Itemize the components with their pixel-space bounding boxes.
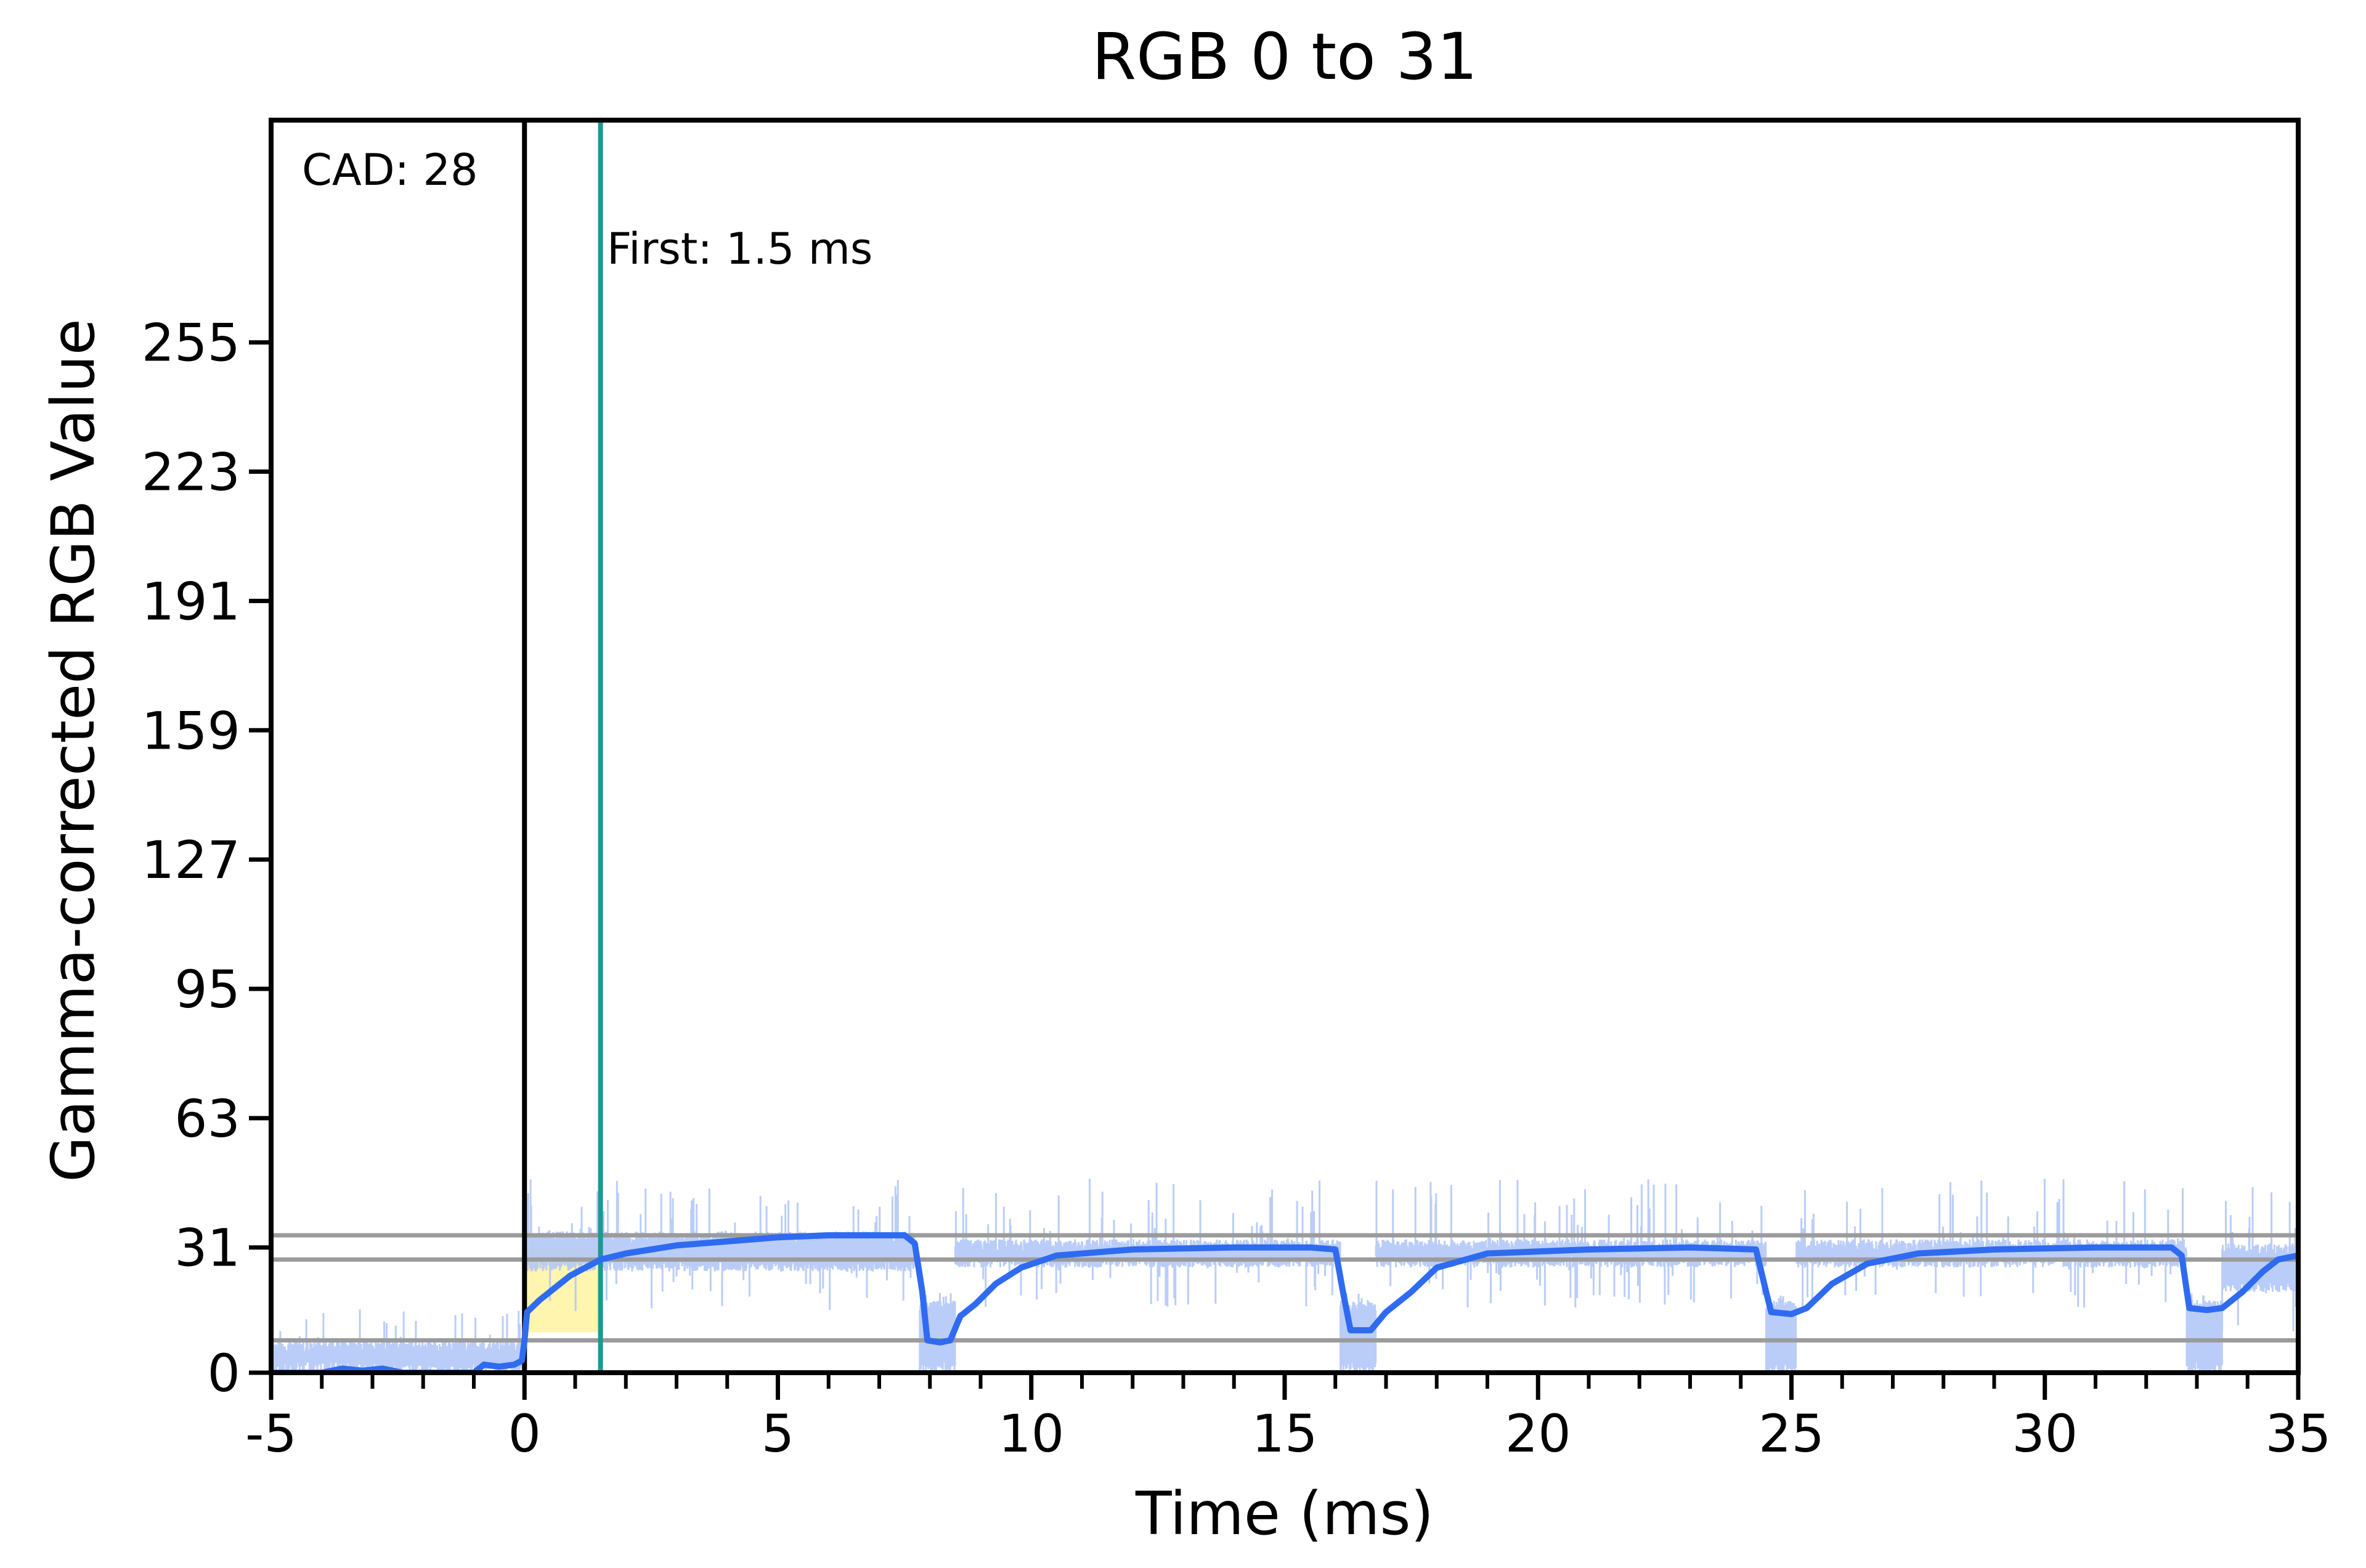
x-tick-label: 5 bbox=[762, 1403, 794, 1464]
y-tick-label: 255 bbox=[142, 313, 240, 373]
x-axis-label: Time (ms) bbox=[1135, 1479, 1434, 1548]
y-tick-label: 0 bbox=[208, 1343, 240, 1403]
y-tick-label: 159 bbox=[142, 701, 240, 761]
x-tick-label: 0 bbox=[508, 1403, 541, 1464]
x-tick-label: 15 bbox=[1252, 1403, 1318, 1464]
y-axis-label: Gamma-corrected RGB Value bbox=[39, 319, 108, 1182]
vertical-markers-layer bbox=[522, 120, 603, 1373]
y-tick-label: 223 bbox=[142, 442, 240, 503]
chart-title: RGB 0 to 31 bbox=[1092, 19, 1478, 94]
y-tick-label: 95 bbox=[174, 959, 240, 1020]
y-tick-label: 31 bbox=[174, 1218, 240, 1278]
first-response-label: First: 1.5 ms bbox=[607, 224, 872, 274]
cad-annotation: CAD: 28 bbox=[302, 145, 478, 195]
smoothed-series-layer bbox=[271, 1232, 2298, 1373]
x-tick-label: -5 bbox=[245, 1403, 297, 1464]
x-tick-label: 35 bbox=[2266, 1403, 2331, 1464]
x-tick-label: 10 bbox=[998, 1403, 1064, 1464]
y-tick-label: 127 bbox=[142, 830, 240, 890]
plot-area bbox=[271, 120, 2298, 1373]
x-tick-label: 20 bbox=[1505, 1403, 1571, 1464]
smoothed-series bbox=[271, 1232, 2298, 1373]
y-tick-label: 191 bbox=[142, 571, 240, 632]
x-tick-label: 30 bbox=[2012, 1403, 2078, 1464]
x-tick-label: 25 bbox=[1758, 1403, 1824, 1464]
y-tick-label: 63 bbox=[174, 1089, 240, 1149]
